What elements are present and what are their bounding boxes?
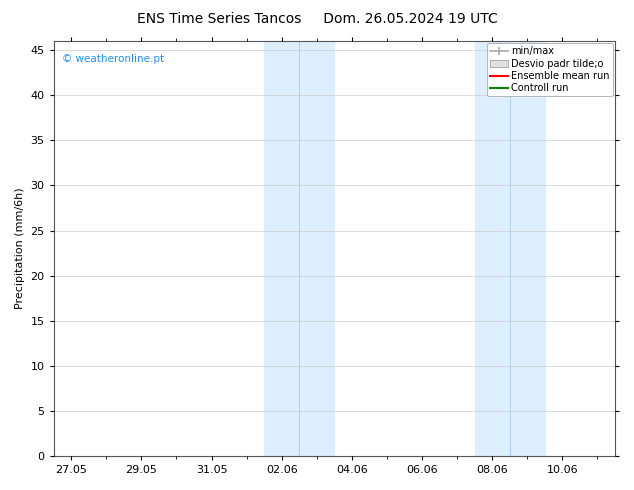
- Y-axis label: Precipitation (mm/6h): Precipitation (mm/6h): [15, 188, 25, 309]
- Legend: min/max, Desvio padr tilde;o, Ensemble mean run, Controll run: min/max, Desvio padr tilde;o, Ensemble m…: [487, 43, 613, 97]
- Text: © weatheronline.pt: © weatheronline.pt: [62, 54, 164, 64]
- Bar: [475, 41, 545, 456]
- Text: ENS Time Series Tancos     Dom. 26.05.2024 19 UTC: ENS Time Series Tancos Dom. 26.05.2024 1…: [136, 12, 498, 26]
- Bar: [264, 41, 334, 456]
